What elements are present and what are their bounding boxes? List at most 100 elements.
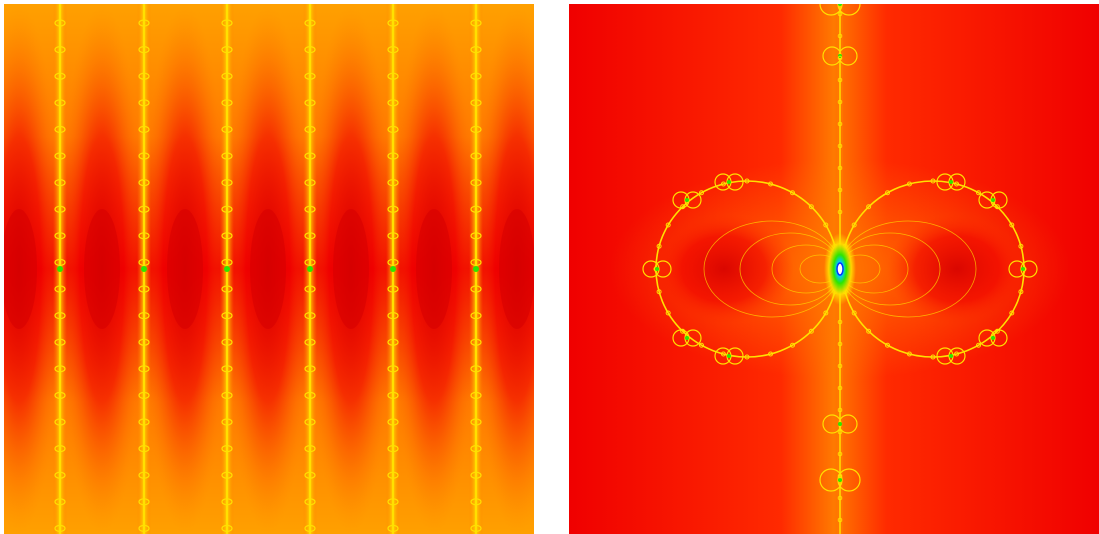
stripe-node [470,524,482,533]
stripe-node [221,72,233,80]
stripe-node [470,391,482,399]
stripe-node [138,391,150,399]
satellite-core [655,267,659,271]
stripe-node [387,524,399,533]
stripe-node [138,205,150,213]
stripe-node [54,232,66,240]
loop-bead [1018,289,1024,295]
axis-bead [837,33,843,39]
stripe-node [470,99,482,107]
loop-bead [866,328,872,334]
stripe-node [387,285,399,293]
stripe-center-node [224,266,230,272]
satellite-core [949,180,953,184]
satellite-core [685,336,689,340]
satellite-core [727,354,731,358]
stripe-node [54,72,66,80]
stripe-center-node [473,266,479,272]
stripe-node [54,418,66,426]
stripe-node [54,365,66,373]
stripe-node [470,232,482,240]
left-lobe [654,214,794,324]
stripe-node [221,285,233,293]
stripe-node [470,125,482,134]
stripe-node [54,498,66,506]
stripe-node [387,391,399,399]
stripe-node [54,125,66,134]
stripe-node [54,471,66,479]
stripe-node [387,179,399,187]
stripe-center-node [307,266,313,272]
satellite-core [727,180,731,184]
stripe-node [387,498,399,506]
axis-bead [837,187,843,193]
stripe-node [54,19,66,27]
stripe-node [304,391,316,399]
stripe-node [304,285,316,293]
stripe-node [138,524,150,533]
stripe-node [221,258,233,266]
stripe-node [387,232,399,240]
stripe-node [387,312,399,320]
stripe-node [138,498,150,506]
axis-bead [837,121,843,127]
stripe-node [470,179,482,187]
dark-cell-core [4,209,37,329]
left-fractal-image [4,4,534,534]
axis-bead [837,363,843,369]
loop-bead [885,190,890,196]
stripe-node [304,365,316,373]
loop-bead [656,243,662,249]
loop-bead [954,181,960,187]
stripe-node [221,524,233,533]
loop-bead [720,181,726,187]
central-core [836,262,844,276]
loop-bead [823,222,829,228]
stripe-node [387,19,399,27]
axis-bead [837,165,843,171]
stripe-node [54,338,66,346]
stripe-node [221,445,233,453]
satellite-core [991,336,995,340]
stripe-node [304,418,316,426]
loop-bead [699,190,704,196]
stripe-node [138,179,150,187]
stripe-node [138,445,150,453]
stripe-node [304,45,316,54]
stripe-node [387,365,399,373]
stripe-node [304,179,316,187]
loop-bead [1018,243,1024,249]
dark-cell-core [84,209,120,329]
left-fractal-canvas [4,4,534,534]
stripe-node [54,152,66,160]
stripe-node [221,312,233,320]
stripe-node [138,365,150,373]
stripe-node [387,99,399,107]
loop-bead [808,328,814,334]
stripe-node [221,365,233,373]
stripe-node [54,258,66,266]
stripe-node [54,312,66,320]
stripe-node [387,152,399,160]
loop-bead [768,181,774,187]
stripe-node [304,19,316,27]
loop-bead [885,342,890,348]
stripe-node [221,45,233,54]
loop-bead [790,342,795,348]
stripe-node [470,258,482,266]
stripe-center-node [390,266,396,272]
stripe-node [138,99,150,107]
stripe-node [387,471,399,479]
dark-cell-core [333,209,369,329]
axis-bead [837,429,843,435]
stripe-node [387,258,399,266]
stripe-node [54,524,66,533]
stripe-node [470,152,482,160]
stripe-node [138,418,150,426]
loop-bead [851,310,857,316]
loop-bead [976,342,981,348]
axis-bulb [837,4,861,16]
stripe-node [221,19,233,27]
stripe-node [304,312,316,320]
stripe-node [138,338,150,346]
